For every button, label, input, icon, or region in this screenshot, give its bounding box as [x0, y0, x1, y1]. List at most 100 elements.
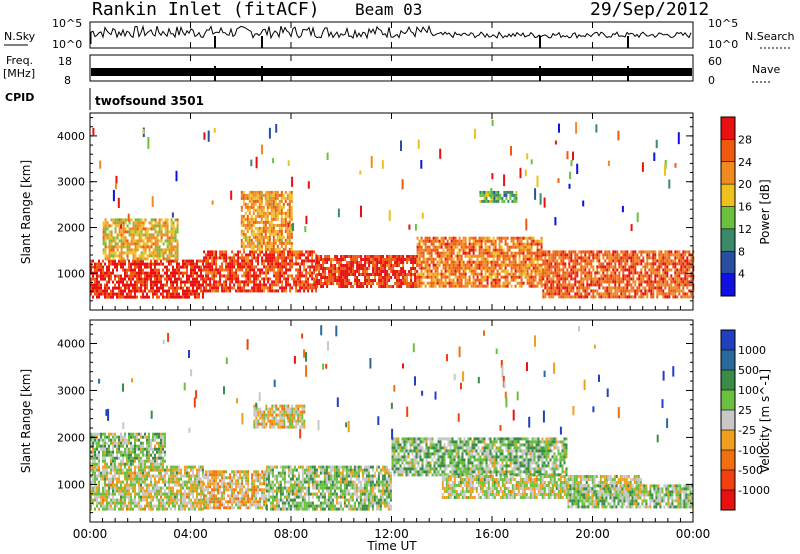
data-cell — [274, 205, 277, 209]
data-cell — [150, 242, 153, 246]
data-cell — [596, 268, 599, 272]
data-cell — [136, 280, 138, 284]
data-cell — [454, 269, 457, 273]
data-cell — [313, 286, 316, 290]
data-cell — [130, 501, 132, 505]
data-cell — [420, 260, 423, 264]
data-cell — [160, 486, 162, 490]
data-cell — [172, 236, 175, 240]
data-cell — [124, 504, 126, 508]
data-cell — [303, 289, 306, 293]
data-cell — [438, 260, 441, 264]
data-cell — [265, 250, 268, 254]
data-cell — [273, 262, 276, 266]
data-cell — [262, 226, 265, 230]
data-cell — [144, 230, 147, 234]
data-cell — [652, 253, 655, 257]
data-cell — [484, 260, 487, 264]
data-cell — [112, 236, 115, 240]
data-cell — [678, 289, 681, 293]
data-cell — [398, 270, 401, 273]
data-cell — [546, 280, 549, 284]
data-cell — [512, 254, 515, 258]
data-cell — [608, 289, 611, 293]
data-cell — [243, 289, 246, 293]
data-cell — [154, 492, 156, 496]
data-cell — [122, 251, 125, 255]
data-cell — [138, 477, 140, 481]
data-cell — [566, 271, 569, 275]
data-cell — [225, 283, 228, 287]
data-cell — [434, 245, 437, 249]
data-cell — [582, 295, 585, 299]
data-cell — [446, 242, 449, 246]
data-cell — [456, 245, 459, 249]
data-cell — [342, 279, 345, 282]
data-cell — [140, 277, 142, 281]
data-cell — [486, 281, 489, 285]
data-cell — [134, 471, 136, 475]
data-cell — [497, 196, 500, 200]
data-cell — [264, 235, 267, 239]
data-cell — [128, 230, 131, 234]
data-cell — [124, 236, 127, 240]
data-cell — [420, 254, 423, 258]
data-cell — [252, 235, 255, 239]
data-cell — [584, 256, 587, 260]
data-cell — [186, 289, 188, 293]
data-cell — [211, 271, 214, 275]
data-cell — [382, 267, 385, 270]
data-cell — [492, 251, 495, 255]
data-cell — [690, 256, 693, 260]
data-cell — [114, 468, 116, 472]
data-cell — [246, 229, 249, 233]
data-cell — [434, 269, 437, 273]
data-cell — [434, 239, 437, 243]
data-cell — [460, 266, 463, 270]
data-cell — [120, 292, 122, 296]
data-cell — [340, 279, 343, 282]
data-cell — [251, 259, 254, 263]
data-cell — [114, 262, 116, 266]
data-cell — [130, 492, 132, 496]
data-cell — [148, 474, 150, 478]
data-cell — [472, 266, 475, 270]
data-cell — [148, 227, 151, 231]
data-cell — [396, 255, 399, 258]
data-cell — [116, 489, 118, 493]
data-cell — [116, 236, 119, 240]
data-cell — [622, 274, 625, 278]
data-cell — [305, 259, 308, 263]
data-cell — [542, 289, 545, 293]
data-cell — [280, 232, 283, 236]
data-cell — [676, 271, 679, 275]
nsearch-label: N.Search — [745, 30, 795, 43]
data-cell — [504, 236, 507, 240]
data-cell — [416, 236, 419, 240]
data-cell — [482, 254, 485, 258]
data-cell — [148, 486, 150, 490]
data-cell — [500, 248, 503, 252]
data-cell — [604, 292, 607, 296]
data-cell — [176, 277, 178, 281]
data-cell — [352, 264, 355, 267]
data-cell — [528, 278, 531, 282]
data-cell — [276, 196, 279, 200]
data-cell — [156, 465, 158, 469]
data-cell — [610, 253, 613, 257]
data-cell — [255, 259, 258, 263]
power-ylabel: Slant Range [km] — [19, 160, 33, 264]
data-cell — [200, 271, 202, 275]
data-cell — [229, 289, 232, 293]
data-cell — [229, 280, 232, 284]
data-cell — [356, 261, 359, 264]
data-cell — [678, 274, 681, 278]
data-cell — [674, 256, 677, 260]
data-cell — [231, 286, 234, 290]
data-cell — [584, 268, 587, 272]
nave-label: Nave — [752, 63, 780, 76]
data-cell — [548, 268, 551, 272]
data-cell — [277, 262, 280, 266]
data-cell — [122, 242, 125, 246]
data-cell — [203, 286, 206, 290]
